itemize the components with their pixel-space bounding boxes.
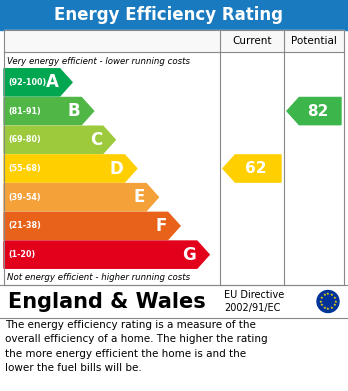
Text: ★: ★ bbox=[326, 292, 330, 296]
Text: ★: ★ bbox=[326, 307, 330, 311]
Text: (1-20): (1-20) bbox=[8, 250, 35, 259]
Text: (21-38): (21-38) bbox=[8, 221, 41, 230]
Text: ★: ★ bbox=[330, 293, 334, 297]
Text: Very energy efficient - lower running costs: Very energy efficient - lower running co… bbox=[7, 57, 190, 66]
Bar bbox=[0, 285, 348, 318]
Text: ★: ★ bbox=[333, 296, 337, 300]
Polygon shape bbox=[4, 97, 94, 125]
Text: B: B bbox=[68, 102, 80, 120]
Text: ★: ★ bbox=[322, 293, 326, 297]
Text: EU Directive
2002/91/EC: EU Directive 2002/91/EC bbox=[224, 289, 284, 314]
Text: (39-54): (39-54) bbox=[8, 193, 41, 202]
Text: C: C bbox=[90, 131, 102, 149]
Polygon shape bbox=[287, 97, 341, 125]
Text: ★: ★ bbox=[319, 296, 323, 300]
Polygon shape bbox=[4, 184, 158, 211]
Bar bbox=[4, 30, 344, 285]
Text: ★: ★ bbox=[322, 306, 326, 310]
Text: A: A bbox=[46, 74, 59, 91]
Text: (81-91): (81-91) bbox=[8, 107, 41, 116]
Text: England & Wales: England & Wales bbox=[8, 292, 206, 312]
Polygon shape bbox=[4, 155, 137, 182]
Polygon shape bbox=[4, 69, 72, 96]
Text: (92-100): (92-100) bbox=[8, 78, 46, 87]
Text: Current: Current bbox=[232, 36, 272, 46]
Text: E: E bbox=[134, 188, 145, 206]
Polygon shape bbox=[4, 212, 180, 240]
Text: ★: ★ bbox=[330, 306, 334, 310]
Text: 62: 62 bbox=[245, 161, 267, 176]
Text: ★: ★ bbox=[319, 300, 322, 303]
Text: Potential: Potential bbox=[291, 36, 337, 46]
Text: (69-80): (69-80) bbox=[8, 135, 41, 144]
Polygon shape bbox=[223, 155, 281, 182]
Text: ★: ★ bbox=[333, 303, 337, 307]
Text: Energy Efficiency Rating: Energy Efficiency Rating bbox=[55, 6, 284, 24]
Text: G: G bbox=[182, 246, 196, 264]
Bar bbox=[0, 0, 348, 30]
Text: Not energy efficient - higher running costs: Not energy efficient - higher running co… bbox=[7, 273, 190, 283]
Text: 82: 82 bbox=[307, 104, 329, 118]
Bar bbox=[4, 30, 344, 52]
Text: The energy efficiency rating is a measure of the
overall efficiency of a home. T: The energy efficiency rating is a measur… bbox=[5, 320, 268, 373]
Text: F: F bbox=[156, 217, 167, 235]
Polygon shape bbox=[4, 241, 209, 268]
Text: D: D bbox=[110, 160, 124, 178]
Polygon shape bbox=[4, 126, 115, 153]
Text: (55-68): (55-68) bbox=[8, 164, 41, 173]
Text: ★: ★ bbox=[334, 300, 337, 303]
Circle shape bbox=[317, 291, 339, 312]
Text: ★: ★ bbox=[319, 303, 323, 307]
